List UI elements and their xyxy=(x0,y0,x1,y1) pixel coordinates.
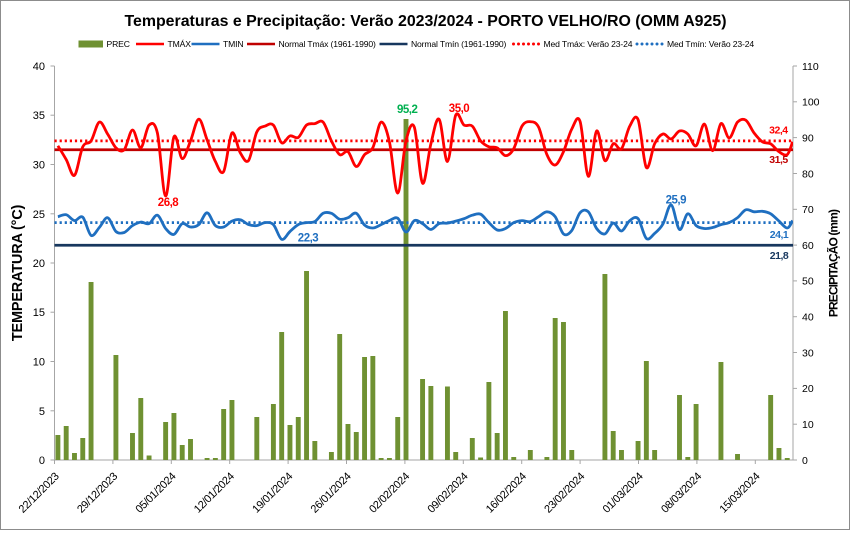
svg-text:Normal Tmín (1961-1990): Normal Tmín (1961-1990) xyxy=(411,39,507,49)
svg-text:Med Tmín: Verão 23-24: Med Tmín: Verão 23-24 xyxy=(667,39,754,49)
svg-text:32,4: 32,4 xyxy=(769,125,788,137)
svg-text:95,2: 95,2 xyxy=(397,104,417,116)
svg-text:40: 40 xyxy=(33,61,45,73)
svg-text:TMIN: TMIN xyxy=(223,39,243,49)
svg-text:35,0: 35,0 xyxy=(449,103,469,115)
svg-text:35: 35 xyxy=(33,110,45,122)
svg-text:0: 0 xyxy=(39,455,45,467)
svg-text:10: 10 xyxy=(802,419,814,431)
svg-text:5: 5 xyxy=(39,406,45,418)
svg-text:30: 30 xyxy=(33,160,45,172)
svg-text:110: 110 xyxy=(802,61,819,73)
svg-text:90: 90 xyxy=(802,132,814,144)
svg-text:100: 100 xyxy=(802,97,820,109)
svg-text:25: 25 xyxy=(33,209,45,221)
svg-text:30: 30 xyxy=(802,347,814,359)
svg-text:50: 50 xyxy=(802,276,814,288)
svg-text:Normal Tmáx (1961-1990): Normal Tmáx (1961-1990) xyxy=(279,39,376,49)
svg-text:60: 60 xyxy=(802,240,814,252)
svg-text:PREC: PREC xyxy=(107,39,130,49)
svg-text:80: 80 xyxy=(802,168,814,180)
svg-text:31,5: 31,5 xyxy=(769,154,788,166)
svg-text:22,3: 22,3 xyxy=(298,233,318,245)
svg-text:25,9: 25,9 xyxy=(666,195,686,207)
svg-text:24,1: 24,1 xyxy=(770,229,789,241)
svg-text:PRECIPITAÇÃO (mm): PRECIPITAÇÃO (mm) xyxy=(826,209,841,317)
svg-text:0: 0 xyxy=(802,455,808,467)
svg-text:15: 15 xyxy=(33,307,45,319)
svg-text:TMÁX: TMÁX xyxy=(168,39,192,49)
svg-text:70: 70 xyxy=(802,204,814,216)
svg-text:20: 20 xyxy=(33,258,45,270)
svg-text:21,8: 21,8 xyxy=(770,250,789,262)
svg-text:TEMPERATURA (°C): TEMPERATURA (°C) xyxy=(10,204,26,341)
svg-text:40: 40 xyxy=(802,312,814,324)
svg-text:10: 10 xyxy=(33,357,45,369)
svg-text:20: 20 xyxy=(802,383,814,395)
svg-text:26,8: 26,8 xyxy=(158,197,179,209)
svg-text:Med Tmáx: Verão 23-24: Med Tmáx: Verão 23-24 xyxy=(544,39,633,49)
svg-text:Temperaturas e Precipitação: V: Temperaturas e Precipitação: Verão 2023/… xyxy=(124,13,726,30)
